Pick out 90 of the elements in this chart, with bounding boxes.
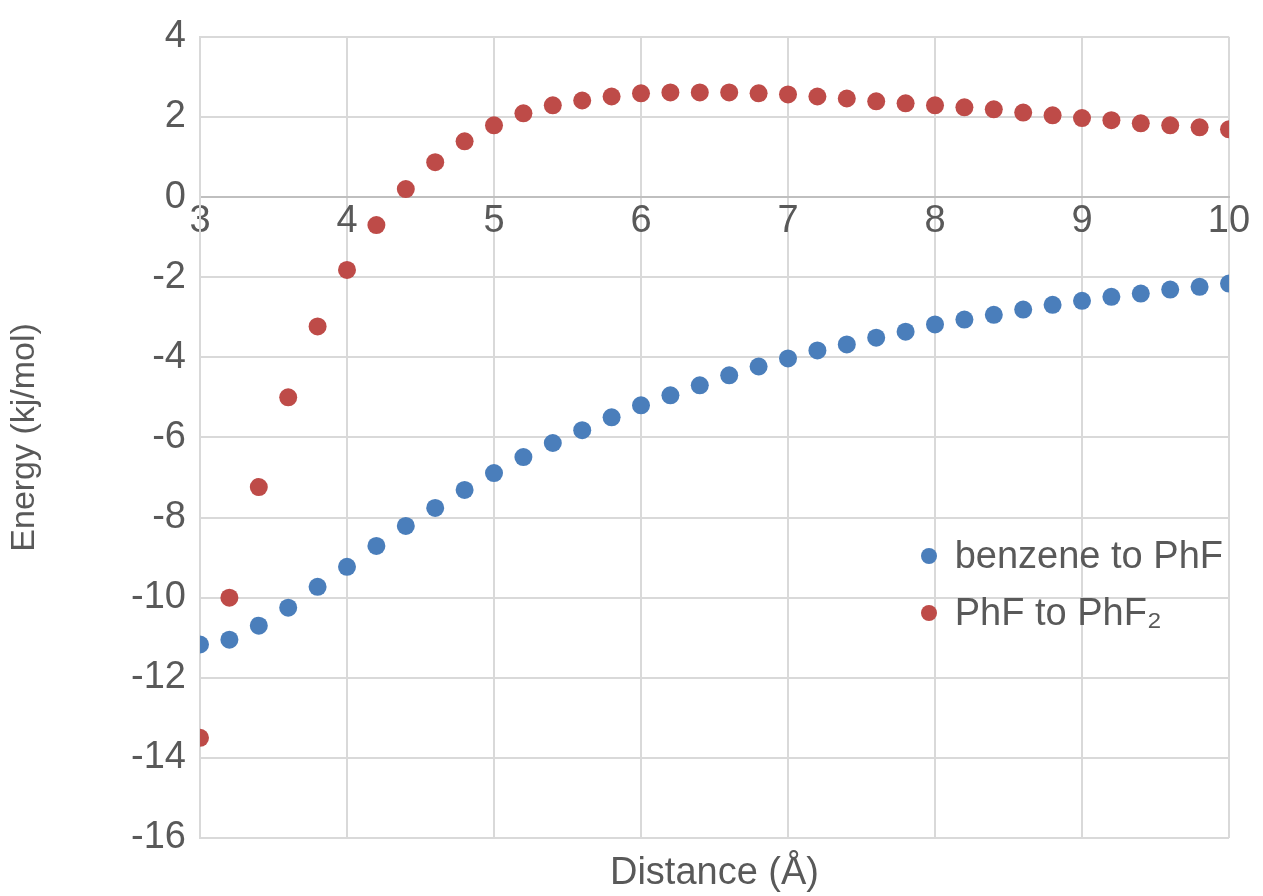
point [1190,118,1209,137]
point [720,83,739,102]
point [1014,300,1033,319]
point [514,448,533,467]
y-tick-label: 2 [164,93,186,136]
point [396,516,415,535]
point [1161,280,1180,299]
point [602,408,621,427]
x-tick-label: 5 [483,198,505,241]
point [955,310,974,329]
point [1014,103,1033,122]
point [1073,109,1091,128]
point [455,132,474,151]
point [308,317,327,336]
y-tick-label: -4 [152,333,186,376]
point [779,85,797,104]
point [632,84,650,103]
y-axis-title: Energy (kj/mol) [2,323,41,552]
point [485,116,503,135]
point [573,91,592,110]
point [661,83,680,102]
point [455,480,474,499]
point [543,434,562,453]
x-tick-label: 7 [777,198,799,241]
point [485,464,503,483]
point [749,357,768,376]
point [338,557,356,576]
point [249,478,268,497]
point [837,89,856,108]
x-tick-label: 8 [924,198,946,241]
point [279,388,298,407]
point [367,216,386,235]
point [867,328,886,347]
y-tick-label: -12 [131,654,186,697]
point [1043,106,1062,125]
point [661,386,680,405]
point [837,335,856,354]
point [632,396,650,415]
point [896,94,915,113]
y-tick-label: -8 [152,494,186,536]
point [1131,284,1150,303]
x-axis-title: Distance (Å) [608,849,821,894]
point [690,376,709,395]
point [514,104,533,123]
point [926,315,944,334]
y-tick-label: -16 [131,814,186,857]
point [573,421,592,440]
y-tick-label: -14 [131,734,186,777]
point [749,84,768,103]
point [984,100,1003,119]
point [867,92,886,111]
point [1102,111,1121,130]
x-tick-label: 9 [1071,198,1093,241]
point [308,577,327,596]
point [1131,114,1150,133]
point [220,630,239,649]
point [690,83,709,102]
point [1102,287,1121,306]
point [543,96,562,115]
point [779,349,797,368]
y-tick-label: 4 [164,13,186,56]
point [720,366,739,385]
legend-label: benzene to PhF [954,534,1223,577]
point [896,322,915,341]
y-tick-label: -2 [152,253,186,296]
x-tick-label: 4 [336,198,358,241]
x-tick-label: 6 [630,198,652,241]
x-tick-label: 10 [1207,198,1251,241]
point [279,598,298,617]
point [808,341,827,360]
point [808,87,827,106]
point [984,305,1003,324]
y-tick-label: 0 [164,173,186,216]
y-tick-label: -10 [131,574,186,617]
point [396,180,415,199]
point [955,98,974,117]
point [1190,277,1209,296]
point [926,96,944,115]
legend-label: PhF to PhF₂ [954,591,1162,634]
point [367,536,386,555]
point [1073,291,1091,310]
point [1043,295,1062,314]
point [220,588,239,607]
point [426,153,445,172]
point [338,260,356,279]
point [1161,116,1180,135]
point [602,87,621,106]
point [426,498,445,517]
y-tick-label: -6 [152,413,186,456]
point [249,616,268,635]
